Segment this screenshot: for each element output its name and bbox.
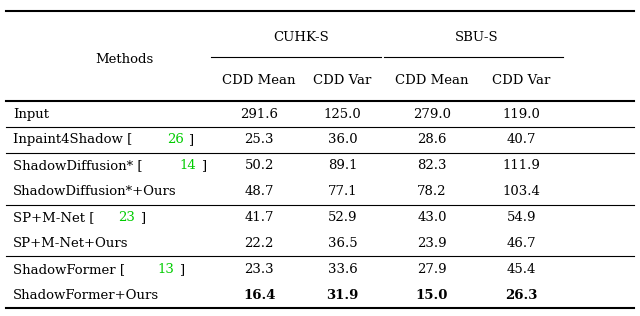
Text: 25.3: 25.3 [244, 133, 274, 146]
Text: 23: 23 [118, 211, 134, 224]
Text: 78.2: 78.2 [417, 185, 447, 198]
Text: 26.3: 26.3 [506, 289, 538, 302]
Text: 125.0: 125.0 [324, 107, 361, 121]
Text: 54.9: 54.9 [507, 211, 536, 224]
Text: CDD Var: CDD Var [492, 74, 551, 87]
Text: 15.0: 15.0 [416, 289, 448, 302]
Text: 14: 14 [180, 159, 196, 172]
Text: 45.4: 45.4 [507, 263, 536, 276]
Text: ]: ] [179, 263, 184, 276]
Text: 23.9: 23.9 [417, 237, 447, 250]
Text: ]: ] [202, 159, 207, 172]
Text: ShadowDiffusion*+Ours: ShadowDiffusion*+Ours [13, 185, 177, 198]
Text: 26: 26 [166, 133, 184, 146]
Text: 279.0: 279.0 [413, 107, 451, 121]
Text: 27.9: 27.9 [417, 263, 447, 276]
Text: SBU-S: SBU-S [455, 31, 499, 45]
Text: 46.7: 46.7 [507, 237, 536, 250]
Text: 40.7: 40.7 [507, 133, 536, 146]
Text: ShadowFormer [: ShadowFormer [ [13, 263, 125, 276]
Text: 13: 13 [157, 263, 174, 276]
Text: 41.7: 41.7 [244, 211, 274, 224]
Text: ShadowFormer+Ours: ShadowFormer+Ours [13, 289, 159, 302]
Text: 16.4: 16.4 [243, 289, 275, 302]
Text: 43.0: 43.0 [417, 211, 447, 224]
Text: 89.1: 89.1 [328, 159, 357, 172]
Text: 103.4: 103.4 [502, 185, 541, 198]
Text: 23.3: 23.3 [244, 263, 274, 276]
Text: ]: ] [188, 133, 193, 146]
Text: Methods: Methods [95, 53, 154, 66]
Text: ShadowDiffusion* [: ShadowDiffusion* [ [13, 159, 142, 172]
Text: 111.9: 111.9 [502, 159, 541, 172]
Text: 48.7: 48.7 [244, 185, 274, 198]
Text: 77.1: 77.1 [328, 185, 357, 198]
Text: CDD Mean: CDD Mean [396, 74, 468, 87]
Text: Inpaint4Shadow [: Inpaint4Shadow [ [13, 133, 132, 146]
Text: 33.6: 33.6 [328, 263, 357, 276]
Text: Input: Input [13, 107, 49, 121]
Text: 52.9: 52.9 [328, 211, 357, 224]
Text: 82.3: 82.3 [417, 159, 447, 172]
Text: 22.2: 22.2 [244, 237, 274, 250]
Text: CDD Var: CDD Var [313, 74, 372, 87]
Text: SP+M-Net+Ours: SP+M-Net+Ours [13, 237, 128, 250]
Text: 291.6: 291.6 [240, 107, 278, 121]
Text: ]: ] [140, 211, 145, 224]
Text: 50.2: 50.2 [244, 159, 274, 172]
Text: 119.0: 119.0 [502, 107, 541, 121]
Text: 31.9: 31.9 [326, 289, 358, 302]
Text: SP+M-Net [: SP+M-Net [ [13, 211, 94, 224]
Text: 28.6: 28.6 [417, 133, 447, 146]
Text: 36.5: 36.5 [328, 237, 357, 250]
Text: 36.0: 36.0 [328, 133, 357, 146]
Text: CUHK-S: CUHK-S [273, 31, 329, 45]
Text: CDD Mean: CDD Mean [223, 74, 296, 87]
